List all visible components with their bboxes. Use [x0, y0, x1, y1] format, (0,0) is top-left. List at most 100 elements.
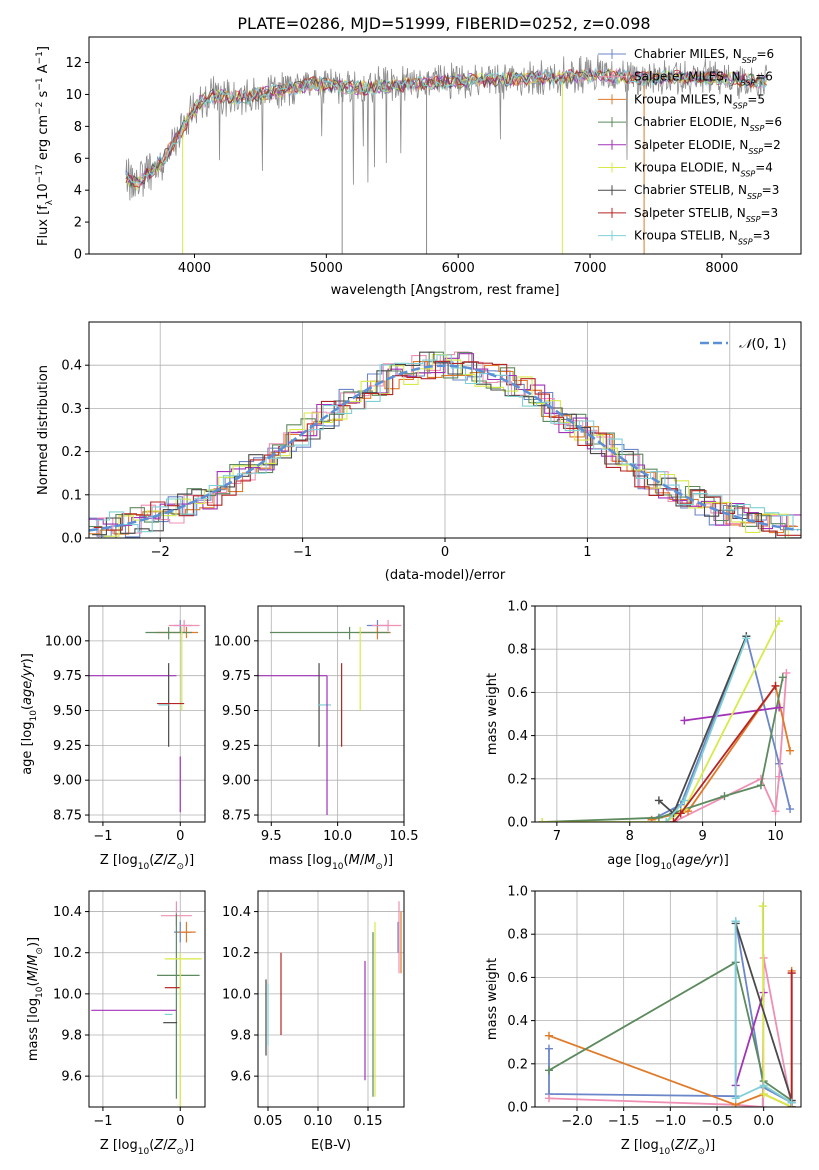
y-tick-label: 1.0 — [507, 885, 528, 900]
weight-marker — [756, 781, 765, 790]
mass_vs_Z-axes: −1 0 9.6 9.8 10.0 10.2 10.4 Z [log10(Z/Z⊙)] mass… — [26, 890, 206, 1157]
weight-line — [542, 620, 780, 822]
spectrum-plot-area — [125, 54, 768, 254]
y-tick-label: 0.3 — [61, 402, 82, 417]
mass_vs_ebv-axes: 0.05 0.10 0.15 9.6 9.8 10.0 10.2 10.4 E(B-V) — [222, 890, 405, 1153]
x-axis-label: E(B-V) — [311, 1138, 351, 1153]
weight_vs_Z-plot-area — [545, 902, 796, 1107]
y-tick-label: 10.0 — [53, 987, 82, 1002]
y-tick-label: 10.2 — [53, 946, 82, 961]
weight-marker — [778, 673, 787, 682]
axes-frame — [257, 605, 405, 823]
x-axis-label: wavelength [Angstrom, rest frame] — [331, 283, 560, 298]
y-axis-label: mass [log10(M/M⊙)] — [26, 937, 45, 1061]
weight-marker — [545, 1031, 553, 1040]
x-tick-label: 6000 — [442, 261, 475, 276]
x-tick-label: 0 — [176, 1114, 184, 1129]
y-tick-label: 10.00 — [45, 634, 82, 649]
weight-marker — [545, 1094, 553, 1103]
x-tick-label: −2.0 — [561, 1114, 593, 1129]
x-tick-label: 0.05 — [254, 1114, 283, 1129]
axes-frame — [534, 605, 802, 823]
y-tick-label: 9.6 — [61, 1070, 82, 1085]
errorbar-point — [357, 626, 391, 640]
residuals-axes: −2 −1 0 1 2 0.0 0.1 0.2 0.3 0.4 (data-model)/error… — [36, 321, 802, 583]
residual-histogram — [89, 361, 798, 535]
y-tick-label: 9.00 — [222, 774, 251, 789]
x-tick-label: −2 — [151, 545, 170, 560]
weight-marker — [771, 807, 780, 816]
weight-marker — [545, 1066, 553, 1075]
weight-marker — [787, 1098, 796, 1107]
legend-entry: 𝒩(0, 1) — [739, 337, 786, 352]
weight-marker — [742, 634, 751, 643]
y-tick-label: 9.25 — [53, 739, 82, 754]
y-tick-label: 10.4 — [53, 905, 82, 920]
figure-title: PLATE=0286, MJD=51999, FIBERID=0252, z=0… — [237, 14, 650, 33]
y-tick-label: 10.0 — [222, 987, 251, 1002]
age_vs_mass-plot-area — [258, 619, 402, 816]
weight-marker — [676, 809, 685, 818]
x-axis-label: age [log10(age/yr)] — [607, 853, 729, 872]
x-tick-label: 7000 — [573, 261, 606, 276]
x-tick-label: −0.5 — [701, 1114, 733, 1129]
y-tick-label: 0.4 — [507, 729, 528, 744]
residual-histogram — [89, 351, 797, 538]
weight-marker — [775, 703, 784, 712]
x-tick-label: −1 — [293, 545, 312, 560]
legend-entry: Kroupa MILES, NSSP=5 — [634, 92, 765, 110]
errorbar-point — [269, 626, 390, 640]
x-tick-label: 0.10 — [304, 1114, 333, 1129]
y-tick-label: 10.2 — [222, 946, 251, 961]
y-tick-label: 0.0 — [61, 532, 82, 547]
y-tick-label: 0 — [74, 248, 82, 263]
spectrum-axes: 4000 5000 6000 7000 8000 0 2 4 6 8 10 12 wavelength … — [35, 36, 802, 298]
x-tick-label: 0 — [441, 545, 449, 560]
axes-frame — [88, 890, 206, 1108]
y-tick-label: 9.6 — [230, 1070, 251, 1085]
x-tick-label: 0.0 — [753, 1114, 774, 1129]
weight-line — [761, 906, 793, 1107]
x-tick-label: 1 — [583, 545, 591, 560]
legend-entry: Chabrier MILES, NSSP=6 — [634, 47, 774, 65]
weight-line — [548, 960, 793, 1102]
x-axis-label: Z [log10(Z/Z⊙)] — [621, 1138, 715, 1157]
errorbar-point — [168, 619, 200, 633]
weight-marker — [782, 668, 791, 677]
legend-entry: Salpeter STELIB, NSSP=3 — [634, 206, 778, 224]
y-axis-label: age [log10(age/yr)] — [20, 653, 39, 775]
weight-marker — [758, 902, 767, 911]
y-tick-label: 2 — [74, 216, 82, 231]
x-tick-label: 10.5 — [390, 829, 419, 844]
y-axis-label: Normed distribution — [36, 365, 51, 495]
y-tick-label: 0.0 — [507, 816, 528, 831]
weight_vs_Z-axes: −2.0 −1.5 −1.0 −0.5 0.0 0.0 0.2 0.4 0.6 0.8 1.0 mas… — [485, 885, 802, 1157]
x-axis-label: Z [log10(Z/Z⊙)] — [100, 853, 194, 872]
y-tick-label: 9.8 — [61, 1029, 82, 1044]
y-tick-label: 9.75 — [222, 669, 251, 684]
y-tick-label: 8.75 — [53, 809, 82, 824]
residual-histogram — [93, 360, 801, 536]
y-tick-label: 9.50 — [222, 704, 251, 719]
residuals-plot-area — [89, 351, 801, 538]
axes-frame — [88, 605, 206, 823]
y-tick-label: 8 — [74, 120, 82, 135]
weight-line — [651, 683, 791, 821]
weight-marker — [669, 818, 678, 822]
x-tick-label: 7 — [553, 829, 561, 844]
legend-entry: Salpeter ELODIE, NSSP=2 — [634, 138, 781, 156]
x-axis-label: (data-model)/error — [385, 568, 506, 583]
x-tick-label: −1 — [93, 1114, 112, 1129]
residual-histogram — [89, 361, 795, 538]
errorbar-point — [174, 619, 192, 633]
y-tick-label: 0.2 — [61, 445, 82, 460]
y-tick-label: 0.6 — [507, 686, 528, 701]
weight-marker — [731, 1094, 740, 1103]
weight-marker — [538, 818, 547, 822]
y-tick-label: 9.75 — [53, 669, 82, 684]
errorbar-point — [372, 619, 402, 632]
x-tick-label: −1.5 — [608, 1114, 640, 1129]
x-tick-label: 9.5 — [261, 829, 282, 844]
axes-frame — [534, 890, 802, 1108]
